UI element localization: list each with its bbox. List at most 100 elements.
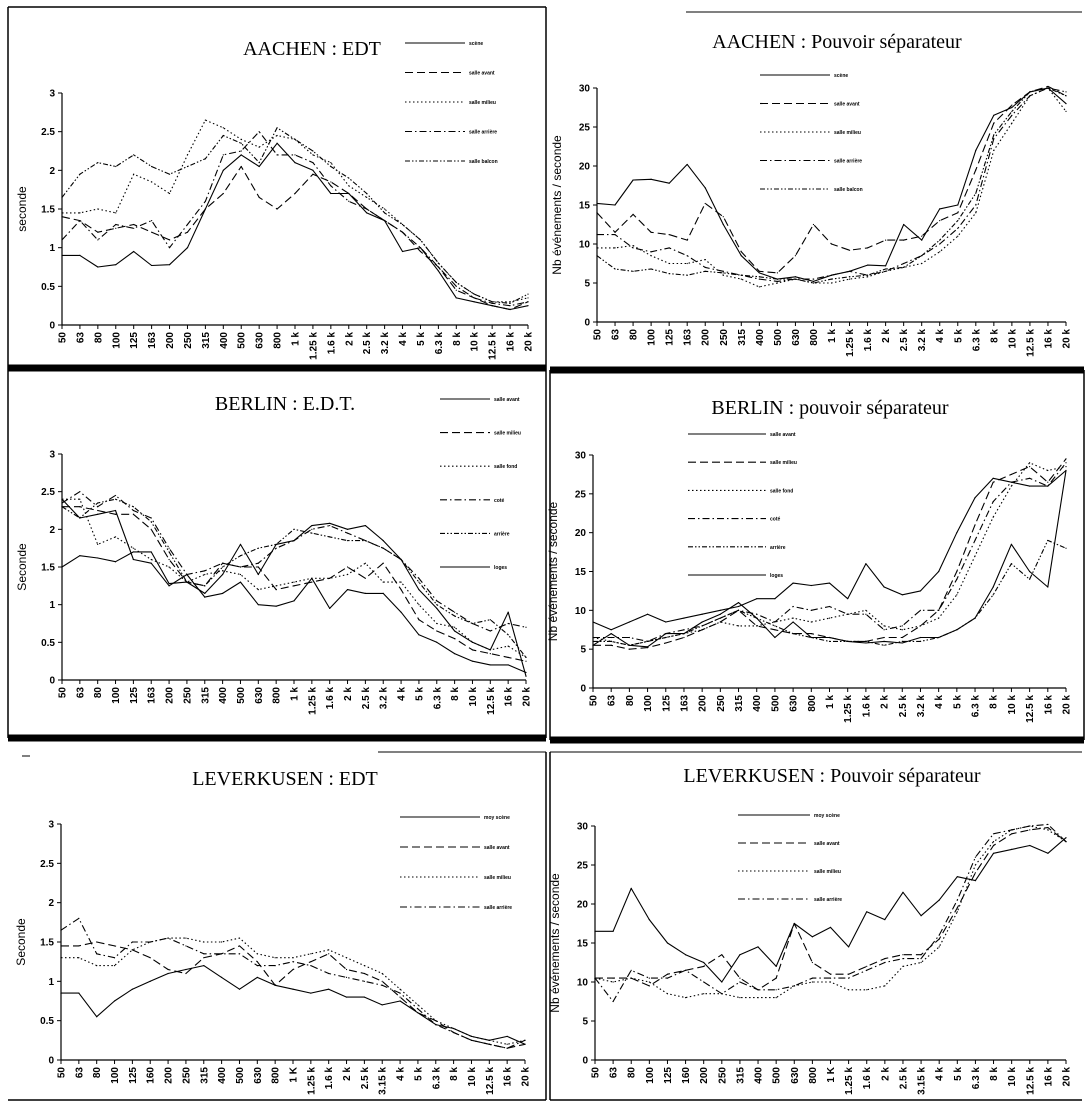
- data-point: [628, 621, 630, 623]
- data-point: [167, 937, 169, 939]
- x-tick-label: 12.5 k: [1025, 695, 1036, 723]
- x-tick-label: 163: [147, 332, 158, 349]
- x-tick-label: 4 k: [398, 332, 409, 346]
- x-tick-label: 6.3 k: [431, 1067, 442, 1090]
- data-point: [79, 220, 81, 222]
- data-point: [61, 502, 63, 504]
- legend-label: salle arrière: [469, 130, 497, 136]
- data-point: [957, 227, 959, 229]
- data-point: [757, 989, 759, 991]
- data-point: [330, 185, 332, 187]
- data-point: [276, 154, 278, 156]
- data-point: [61, 498, 63, 500]
- data-point: [901, 642, 903, 644]
- data-point: [610, 640, 612, 643]
- x-tick-label: 6.3 k: [971, 1067, 982, 1090]
- data-point: [204, 119, 206, 121]
- data-point: [507, 656, 509, 659]
- x-tick-label: 8 k: [449, 1067, 460, 1081]
- data-point: [203, 953, 205, 955]
- data-point: [256, 953, 258, 955]
- data-point: [648, 977, 650, 979]
- data-point: [648, 919, 650, 921]
- data-point: [238, 988, 241, 990]
- data-point: [793, 922, 795, 925]
- data-point: [329, 607, 331, 610]
- x-tick-label: 5 k: [414, 687, 425, 701]
- data-point: [701, 629, 703, 631]
- y-tick-label: 3: [48, 820, 54, 831]
- data-point: [666, 993, 669, 995]
- data-point: [364, 524, 366, 527]
- series-line: [61, 165, 529, 311]
- chart-title: AACHEN : EDT: [243, 38, 381, 60]
- data-point: [701, 625, 703, 627]
- data-point: [830, 282, 833, 284]
- legend-label: salle balcon: [469, 159, 498, 165]
- series-line: [593, 458, 1067, 650]
- data-point: [938, 636, 940, 639]
- y-tick-label: 0: [49, 676, 55, 687]
- data-point: [939, 243, 941, 245]
- series-line: [592, 470, 1067, 648]
- data-point: [1010, 543, 1013, 545]
- data-point: [919, 640, 922, 643]
- data-point: [847, 613, 849, 615]
- x-tick-label: 16 k: [504, 687, 515, 707]
- x-tick-label: 1.25 k: [308, 332, 319, 360]
- data-point: [168, 247, 171, 249]
- data-point: [186, 231, 189, 233]
- x-tick-label: 200: [699, 1067, 710, 1084]
- data-point: [722, 270, 724, 272]
- data-point: [133, 227, 135, 229]
- data-point: [292, 961, 294, 963]
- data-point: [115, 264, 117, 266]
- data-point: [811, 981, 813, 983]
- data-point: [630, 969, 632, 971]
- data-point: [1010, 563, 1013, 565]
- data-point: [366, 192, 368, 195]
- data-point: [310, 965, 312, 967]
- data-point: [957, 204, 959, 206]
- data-point: [275, 585, 277, 587]
- y-tick-label: 0: [49, 321, 55, 332]
- data-point: [776, 278, 778, 280]
- data-point: [489, 653, 491, 655]
- data-point: [239, 555, 242, 557]
- data-point: [866, 965, 868, 968]
- data-point: [489, 619, 491, 621]
- data-point: [473, 297, 475, 299]
- legend-label: scène: [834, 73, 848, 79]
- data-point: [703, 961, 705, 964]
- x-tick-label: 800: [271, 1067, 282, 1084]
- data-point: [648, 981, 650, 983]
- x-tick-label: 2.5 k: [898, 1067, 909, 1090]
- x-tick-label: 800: [807, 695, 818, 712]
- x-tick-label: 800: [273, 332, 284, 349]
- legend-label: salle milieu: [834, 130, 861, 136]
- data-point: [668, 234, 670, 236]
- data-point: [902, 965, 904, 968]
- data-point: [757, 997, 759, 999]
- data-point: [737, 601, 740, 604]
- x-tick-label: 125: [663, 1067, 674, 1084]
- legend-label: arrière: [770, 545, 786, 551]
- data-point: [684, 954, 687, 956]
- data-point: [1065, 91, 1067, 93]
- x-tick-label: 200: [164, 1067, 175, 1084]
- y-tick-label: 0: [584, 318, 590, 329]
- data-point: [60, 957, 62, 959]
- data-point: [527, 293, 529, 295]
- data-point: [1010, 473, 1013, 476]
- x-tick-label: 2.5 k: [898, 695, 909, 718]
- data-point: [222, 154, 224, 156]
- data-point: [275, 605, 277, 607]
- data-point: [78, 945, 80, 947]
- series-line: [61, 522, 527, 677]
- legend-label: salle avant: [814, 841, 840, 847]
- x-tick-label: 8 k: [989, 695, 1000, 709]
- chart-leverkusen-edt: LEVERKUSEN : EDT 0 0.5 1 1.5 2 2.5 3 Seconde 50 63…: [14, 768, 532, 1095]
- data-point: [131, 949, 133, 951]
- data-point: [381, 972, 383, 975]
- data-point: [956, 578, 958, 580]
